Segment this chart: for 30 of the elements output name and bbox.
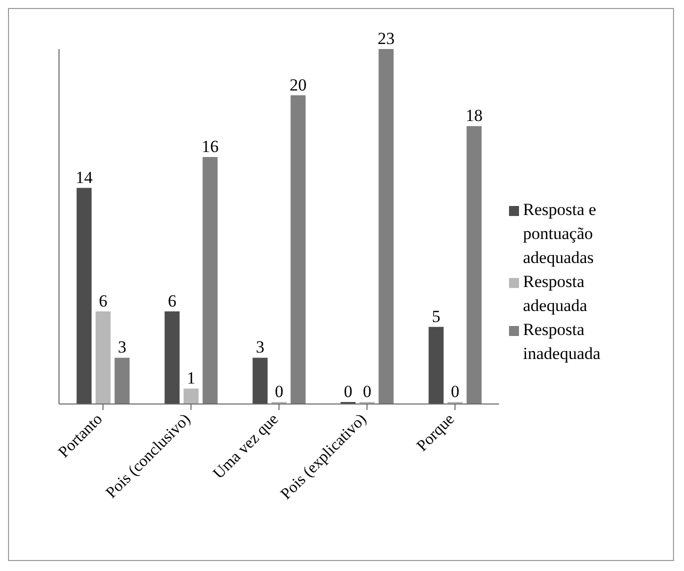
data-label: 0 bbox=[362, 382, 372, 401]
legend-label: Resposta adequada bbox=[523, 270, 588, 317]
data-label: 6 bbox=[98, 291, 108, 310]
data-label: 23 bbox=[378, 29, 395, 48]
data-label: 0 bbox=[274, 382, 284, 401]
x-tick-label: Uma vez que bbox=[210, 410, 282, 483]
legend-label: Resposta inadequada bbox=[523, 318, 602, 365]
bar bbox=[96, 311, 111, 404]
data-label: 3 bbox=[118, 338, 126, 357]
data-label: 3 bbox=[256, 338, 264, 357]
bar bbox=[114, 358, 130, 404]
data-label: 14 bbox=[76, 168, 94, 187]
data-label: 6 bbox=[168, 291, 176, 310]
bar bbox=[202, 157, 218, 404]
data-label: 5 bbox=[432, 306, 440, 326]
data-label: 16 bbox=[202, 137, 219, 156]
data-label: 0 bbox=[450, 382, 460, 401]
bar bbox=[428, 326, 444, 404]
bar bbox=[76, 188, 92, 404]
bar bbox=[184, 388, 199, 404]
data-label: 20 bbox=[290, 75, 307, 94]
bar bbox=[252, 358, 268, 404]
data-label: 1 bbox=[186, 368, 196, 388]
bar bbox=[378, 49, 394, 404]
data-label: 0 bbox=[344, 382, 352, 401]
data-label: 18 bbox=[466, 106, 483, 126]
bar bbox=[466, 126, 482, 404]
legend-label: Resposta e pontuação adequadas bbox=[523, 198, 598, 269]
bar bbox=[164, 311, 180, 404]
bar bbox=[290, 95, 306, 404]
